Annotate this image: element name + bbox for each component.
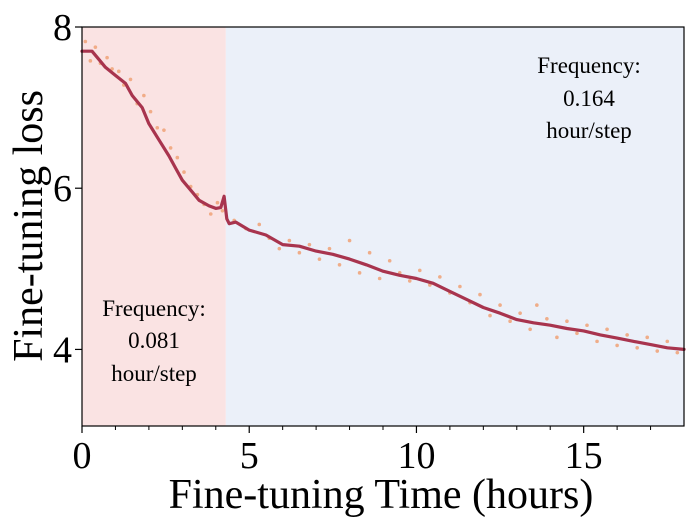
raw-loss-point <box>675 350 680 355</box>
raw-loss-point <box>128 77 133 82</box>
raw-loss-point <box>317 257 322 261</box>
raw-loss-point <box>88 59 93 63</box>
y-tick-label: 6 <box>53 168 72 210</box>
raw-loss-point <box>327 246 332 251</box>
raw-loss-point <box>182 170 186 174</box>
raw-loss-point <box>357 271 362 275</box>
raw-loss-point <box>635 346 639 350</box>
raw-loss-point <box>645 335 650 340</box>
annotation-right-line-1: Frequency: <box>537 53 640 78</box>
raw-loss-point <box>665 339 670 344</box>
raw-loss-point <box>116 69 121 74</box>
y-tick-label: 8 <box>53 7 72 49</box>
raw-loss-point <box>585 323 589 328</box>
raw-loss-point <box>110 67 114 71</box>
annotation-left-line-1: Frequency: <box>102 296 205 321</box>
raw-loss-point <box>595 339 599 344</box>
annotation-left-line-3: hour/step <box>111 361 197 386</box>
raw-loss-point <box>407 279 412 283</box>
raw-loss-point <box>625 333 629 337</box>
raw-loss-point <box>287 238 292 243</box>
region-frequency-0.081 <box>82 27 226 426</box>
raw-loss-point <box>528 327 532 332</box>
raw-loss-point <box>105 55 109 60</box>
annotation-right-line-2: 0.164 <box>563 86 615 111</box>
raw-loss-point <box>220 208 225 213</box>
raw-loss-point <box>148 109 153 114</box>
raw-loss-point <box>175 155 180 160</box>
raw-loss-point <box>488 313 492 318</box>
raw-loss-point <box>518 311 522 315</box>
raw-loss-point <box>438 275 442 279</box>
raw-loss-point <box>277 246 282 251</box>
x-tick-label: 5 <box>240 435 259 477</box>
y-axis-ticks: 4 6 8 <box>53 7 82 371</box>
annotation-frequency-0-081: Frequency: 0.081 hour/step <box>102 296 205 386</box>
raw-loss-point <box>565 319 569 324</box>
raw-loss-point <box>478 292 482 297</box>
raw-loss-point <box>508 319 512 324</box>
raw-loss-point <box>162 128 166 132</box>
raw-loss-point <box>297 250 302 255</box>
raw-loss-point <box>337 262 342 267</box>
annotation-left-line-2: 0.081 <box>128 328 180 353</box>
raw-loss-point <box>605 327 609 332</box>
raw-loss-point <box>142 93 146 98</box>
raw-loss-point <box>575 331 579 336</box>
raw-loss-point <box>215 200 220 205</box>
x-axis-title: Fine-tuning Time (hours) <box>169 472 594 518</box>
smoothed-loss-line <box>80 49 686 351</box>
y-axis-title: Fine-tuning loss <box>6 90 52 362</box>
raw-loss-point <box>168 146 173 150</box>
raw-loss-point <box>155 125 160 130</box>
raw-loss-point <box>307 242 312 247</box>
raw-loss-point <box>377 276 382 281</box>
raw-loss-point <box>347 238 352 243</box>
raw-loss-point <box>93 45 98 49</box>
raw-loss-point <box>615 343 619 348</box>
region-frequency-0.164 <box>225 27 685 426</box>
raw-loss-point <box>417 268 422 273</box>
raw-loss-point <box>458 284 462 289</box>
x-tick-label: 10 <box>397 435 435 477</box>
raw-loss-point <box>535 303 539 307</box>
annotation-frequency-0-164: Frequency: 0.164 hour/step <box>537 53 640 143</box>
raw-loss-point <box>555 335 559 340</box>
raw-loss-point <box>257 222 262 227</box>
raw-loss-point <box>387 258 392 263</box>
x-axis-ticks: 0 5 10 15 <box>73 426 652 477</box>
raw-loss-point <box>545 316 549 321</box>
raw-loss-point <box>83 39 88 44</box>
smoothed-loss-line-group <box>80 49 686 351</box>
raw-loss-point <box>498 303 502 307</box>
annotation-right-line-3: hour/step <box>546 118 632 143</box>
raw-loss-point <box>655 349 660 353</box>
raw-loss-point <box>367 250 372 255</box>
raw-loss-point <box>208 212 213 216</box>
frequency-regions <box>82 27 685 426</box>
x-tick-label: 15 <box>565 435 603 477</box>
y-tick-label: 4 <box>53 329 72 371</box>
x-tick-label: 0 <box>73 435 92 477</box>
